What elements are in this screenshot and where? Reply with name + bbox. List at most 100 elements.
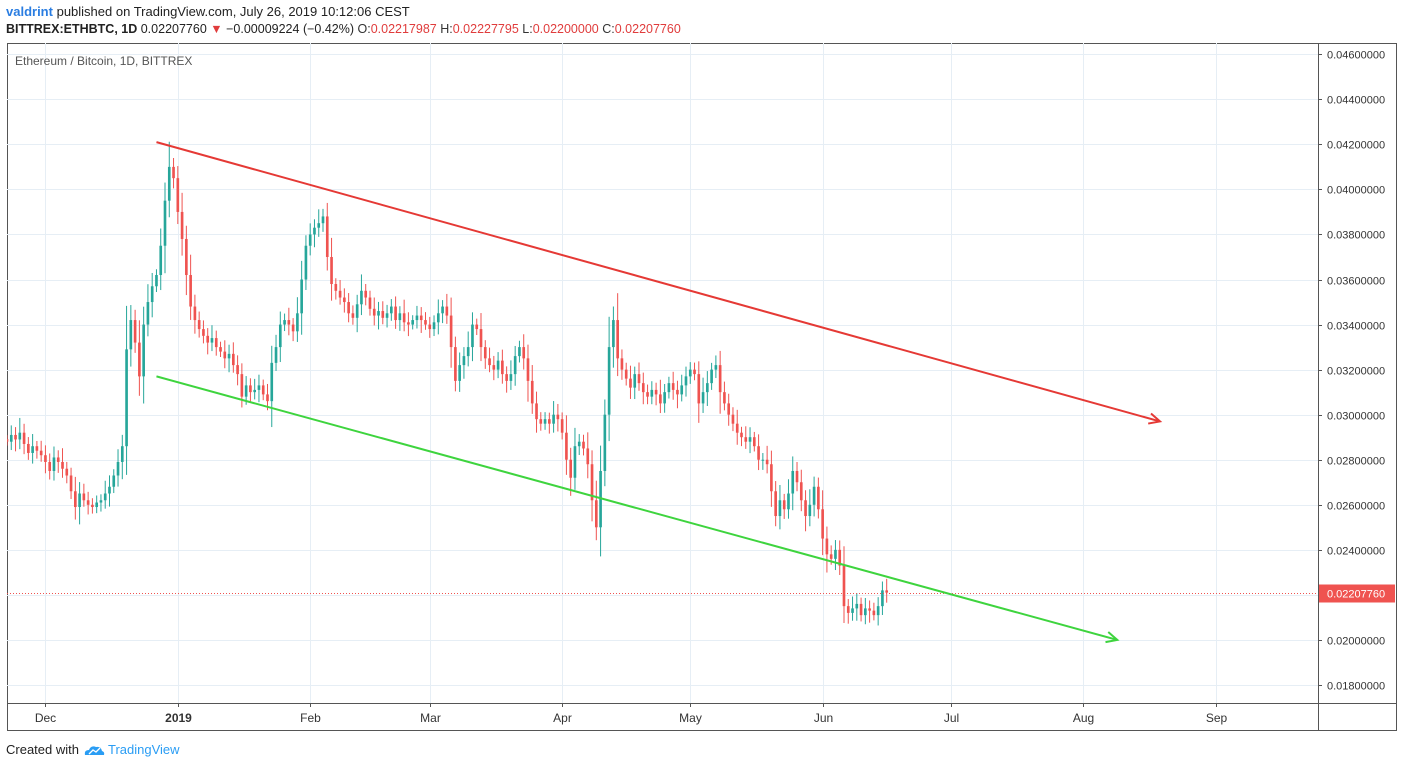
chart-svg[interactable]: 0.04600000 0.04400000 0.04200000 0.04000000… bbox=[5, 43, 1397, 731]
candle-body bbox=[334, 284, 338, 291]
tradingview-logo[interactable]: TradingView bbox=[83, 742, 180, 757]
candle-body bbox=[95, 502, 99, 508]
candle-body bbox=[249, 385, 252, 393]
candle-body bbox=[881, 590, 884, 607]
candle-body bbox=[236, 365, 239, 375]
y-tick-label: 0.03000000 bbox=[1327, 411, 1385, 423]
candle-body bbox=[659, 394, 662, 404]
candle-body bbox=[565, 432, 568, 460]
candle-body bbox=[624, 369, 628, 379]
candle-body bbox=[466, 347, 470, 357]
candle-body bbox=[535, 403, 538, 420]
candle-body bbox=[629, 378, 632, 388]
candle-body bbox=[99, 500, 103, 503]
candle-body bbox=[778, 500, 782, 517]
trendlines bbox=[156, 141, 1163, 644]
candle-body bbox=[855, 603, 859, 609]
publish-text: published on TradingView.com, July 26, 2… bbox=[56, 4, 410, 19]
lower-trendline[interactable] bbox=[156, 375, 1118, 641]
candle-body bbox=[616, 320, 619, 359]
x-tick-label: Apr bbox=[553, 711, 572, 725]
candle-body bbox=[364, 290, 368, 298]
candle-body bbox=[210, 338, 214, 343]
candle-body bbox=[274, 347, 278, 363]
candle-body bbox=[663, 392, 666, 404]
x-tick-label: Mar bbox=[420, 711, 441, 725]
created-with-label: Created with bbox=[6, 742, 79, 757]
candle-body bbox=[483, 347, 487, 359]
candle-body bbox=[214, 338, 218, 348]
candle-body bbox=[411, 320, 415, 325]
candle-body bbox=[723, 392, 726, 404]
candle-body bbox=[61, 461, 64, 469]
candle-body bbox=[402, 313, 406, 323]
x-tick-label: Sep bbox=[1206, 711, 1228, 725]
y-tick-label: 0.04600000 bbox=[1327, 50, 1385, 62]
candle-body bbox=[834, 549, 837, 559]
candle-body bbox=[419, 315, 423, 321]
x-tick-label: Jun bbox=[814, 711, 833, 725]
candle-body bbox=[620, 358, 624, 370]
candle-body bbox=[185, 238, 188, 276]
candle-body bbox=[569, 459, 573, 478]
candle-body bbox=[22, 432, 26, 444]
y-tick-label: 0.01800000 bbox=[1327, 681, 1385, 693]
low-label: L: bbox=[522, 22, 533, 36]
candle-body bbox=[859, 603, 863, 616]
price-chart[interactable]: 0.04600000 0.04400000 0.04200000 0.04000000… bbox=[5, 43, 1397, 731]
candle-body bbox=[693, 369, 696, 375]
candle-body bbox=[244, 385, 248, 397]
grid-lines bbox=[7, 43, 1397, 731]
candle-body bbox=[44, 455, 47, 462]
candle-body bbox=[296, 313, 299, 332]
candle-body bbox=[5, 439, 9, 442]
down-arrow-icon: ▼ bbox=[210, 22, 223, 36]
candle-body bbox=[227, 353, 231, 359]
candle-body bbox=[829, 554, 833, 559]
candle-body bbox=[240, 374, 244, 397]
candle-body bbox=[509, 374, 513, 381]
candle-body bbox=[86, 500, 90, 505]
candle-body bbox=[163, 200, 167, 246]
footer: Created with TradingView bbox=[6, 742, 180, 757]
candle-body bbox=[706, 383, 709, 393]
candle-body bbox=[270, 362, 274, 402]
candle-body bbox=[795, 470, 799, 483]
candle-body bbox=[513, 356, 517, 375]
chart-border bbox=[7, 43, 1397, 731]
candle-body bbox=[283, 320, 286, 325]
low-value: 0.02200000 bbox=[532, 22, 599, 36]
candle-body bbox=[347, 302, 350, 314]
candle-body bbox=[522, 347, 526, 359]
candle-body bbox=[159, 245, 163, 276]
candle-body bbox=[9, 434, 13, 442]
candle-body bbox=[842, 565, 846, 607]
candle-body bbox=[846, 606, 850, 613]
x-tick-label: 2019 bbox=[165, 711, 192, 725]
candle-body bbox=[876, 606, 880, 616]
candle-body bbox=[398, 313, 402, 321]
candle-body bbox=[471, 324, 474, 348]
author-link[interactable]: valdrint bbox=[6, 4, 53, 19]
candle-body bbox=[424, 320, 427, 325]
candle-body bbox=[774, 491, 777, 517]
time-axis[interactable]: Dec 2019 Feb Mar Apr May Jun Jul Aug Sep bbox=[35, 703, 1228, 725]
candle-body bbox=[667, 383, 671, 393]
candle-body bbox=[731, 414, 735, 424]
candle-body bbox=[129, 320, 133, 350]
candle-body bbox=[505, 374, 508, 381]
candle-body bbox=[31, 446, 34, 453]
candle-body bbox=[351, 313, 355, 318]
candle-body bbox=[526, 358, 530, 381]
candle-body bbox=[52, 457, 56, 471]
upper-trendline[interactable] bbox=[156, 141, 1161, 423]
candle-body bbox=[821, 509, 824, 539]
open-label: O: bbox=[357, 22, 371, 36]
price-axis[interactable]: 0.04600000 0.04400000 0.04200000 0.04000000… bbox=[1318, 50, 1395, 693]
candle-body bbox=[633, 374, 637, 388]
candle-body bbox=[287, 320, 291, 325]
candle-body bbox=[548, 419, 551, 424]
candle-body bbox=[146, 302, 150, 325]
candle-body bbox=[740, 432, 743, 438]
candle-body bbox=[223, 351, 227, 359]
